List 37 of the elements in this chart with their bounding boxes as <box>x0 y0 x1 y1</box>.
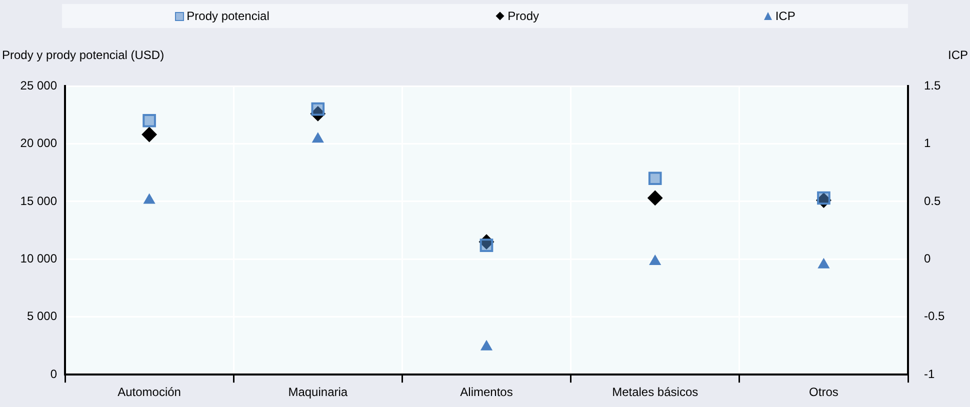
point <box>312 132 324 143</box>
legend-label: Prody <box>508 9 540 23</box>
y2-tick-label: 0 <box>924 251 931 266</box>
y2-tick-label: 1 <box>924 136 931 150</box>
point <box>142 114 156 128</box>
x-tick-label: Automoción <box>118 385 181 400</box>
x-tick-label: Metales básicos <box>612 385 698 400</box>
y-tick-label: 25 000 <box>20 78 58 92</box>
point <box>310 106 326 122</box>
point <box>480 238 494 252</box>
point <box>816 192 832 208</box>
point <box>649 254 661 265</box>
point <box>817 191 830 205</box>
legend-label: Prody potencial <box>186 9 270 23</box>
legend-label: ICP <box>775 9 796 23</box>
y2-axis-title: ICP <box>948 48 968 62</box>
point <box>648 172 662 186</box>
y-tick-label: 20 000 <box>20 136 58 150</box>
y-tick-label: 10 000 <box>20 251 58 266</box>
y-tick-label: 0 <box>50 366 58 381</box>
y2-tick-label: -0.5 <box>924 309 946 324</box>
point <box>142 126 157 142</box>
y2-tick-label: -1 <box>924 366 935 381</box>
y-tick-label: 5 000 <box>26 309 58 324</box>
y-tick-label: 15 000 <box>20 194 58 208</box>
x-tick-label: Maquinaria <box>288 385 348 400</box>
point <box>479 234 494 250</box>
y2-tick-label: 0.5 <box>924 194 942 208</box>
y-axis-title: Prody y prody potencial (USD) <box>2 48 164 62</box>
point <box>144 194 155 204</box>
x-tick-label: Otros <box>809 385 838 400</box>
point <box>818 258 830 268</box>
point <box>311 102 325 116</box>
point <box>648 190 663 206</box>
y2-tick-label: 1.5 <box>924 78 942 92</box>
point <box>480 340 492 350</box>
x-tick-label: Alimentos <box>460 385 513 400</box>
